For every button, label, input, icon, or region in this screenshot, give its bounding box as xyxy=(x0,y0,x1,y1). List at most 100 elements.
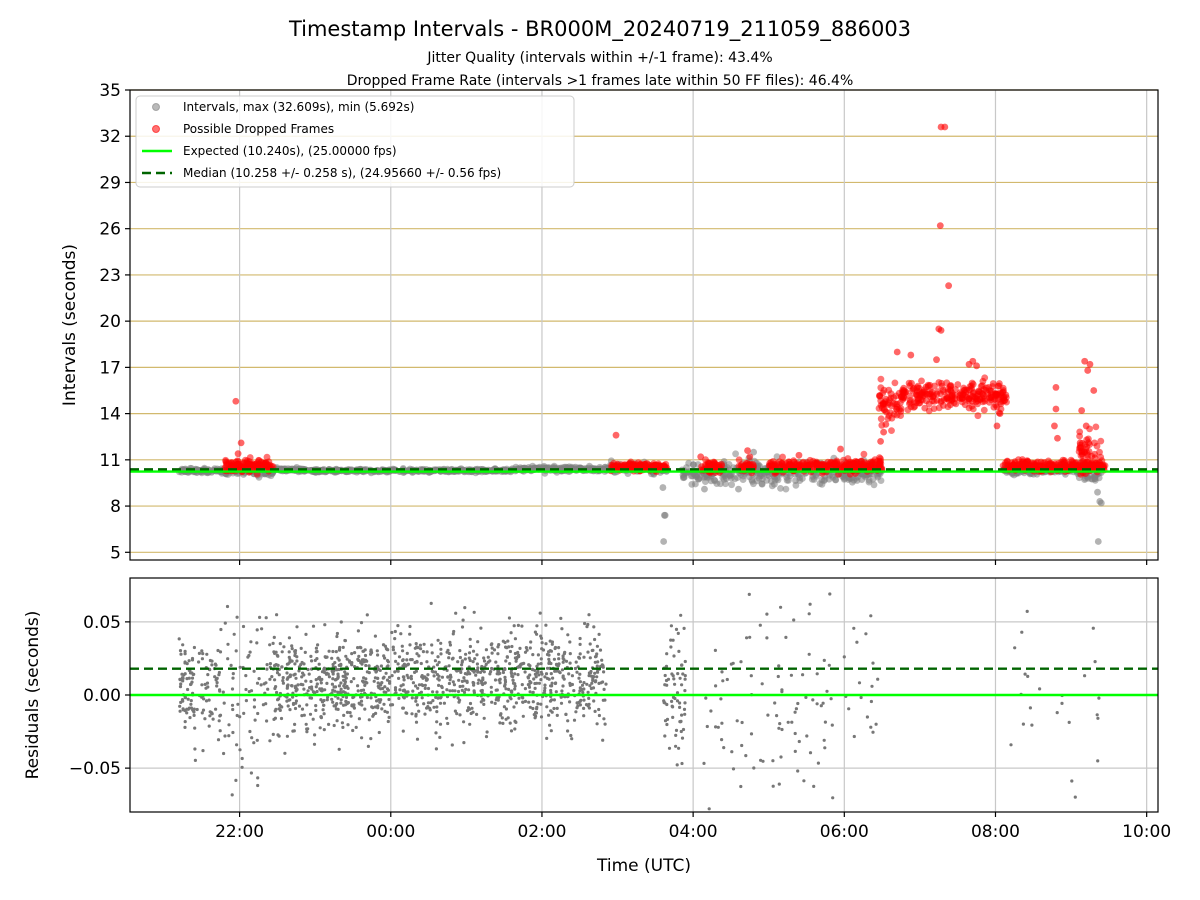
legend: Intervals, max (32.609s), min (5.692s) P… xyxy=(135,95,575,188)
residual-point xyxy=(428,708,432,712)
residual-point xyxy=(748,635,752,639)
residual-point xyxy=(578,689,582,693)
dropped-frame-point xyxy=(697,453,705,461)
residual-point xyxy=(264,681,268,685)
residual-point xyxy=(683,677,687,681)
residual-point xyxy=(550,684,554,688)
residual-point xyxy=(455,712,459,716)
residual-point xyxy=(268,643,272,647)
residual-point xyxy=(852,626,856,630)
dropped-frame-point xyxy=(698,463,705,471)
residual-point xyxy=(364,663,368,668)
residual-point xyxy=(745,636,749,640)
residual-point xyxy=(758,623,762,627)
residual-point xyxy=(548,639,552,643)
residual-point xyxy=(551,676,555,680)
residual-point xyxy=(830,723,834,727)
residual-point xyxy=(472,683,476,687)
residual-point xyxy=(387,715,391,720)
residual-point xyxy=(511,681,516,685)
residual-point xyxy=(537,681,542,685)
chart-subtitle-dropped: Dropped Frame Rate (intervals >1 frames … xyxy=(347,73,854,89)
residual-point xyxy=(255,681,260,685)
residual-point xyxy=(282,645,286,649)
residual-point xyxy=(317,662,321,666)
residual-point xyxy=(396,624,400,628)
residual-point xyxy=(353,651,357,655)
residual-point xyxy=(335,668,339,672)
residual-point xyxy=(456,689,461,694)
residual-point xyxy=(747,592,751,597)
residual-point xyxy=(794,707,799,711)
residual-point xyxy=(804,695,808,700)
residual-point xyxy=(322,670,327,675)
residual-point xyxy=(402,688,406,692)
residual-point xyxy=(480,690,484,695)
residual-point xyxy=(255,738,259,742)
residual-point xyxy=(529,640,533,644)
residual-point xyxy=(359,621,364,625)
residual-point xyxy=(494,698,498,702)
residual-point xyxy=(548,723,552,727)
residual-point xyxy=(460,679,464,684)
residual-point xyxy=(207,724,211,728)
residual-point xyxy=(349,680,353,684)
residual-point xyxy=(511,678,515,682)
residual-point xyxy=(398,688,402,692)
residual-point xyxy=(396,662,400,666)
residual-point xyxy=(578,642,582,647)
residual-point xyxy=(299,646,303,651)
residual-point xyxy=(864,632,868,636)
dropped-frame-point xyxy=(944,403,952,411)
residual-point xyxy=(435,690,439,694)
residual-point xyxy=(725,677,729,682)
residual-point xyxy=(210,659,214,663)
residual-point xyxy=(264,616,268,620)
residual-point xyxy=(303,650,307,655)
residual-point xyxy=(270,675,274,679)
dropped-frame-point xyxy=(913,388,921,395)
residual-point xyxy=(561,684,565,688)
residual-point xyxy=(807,652,811,656)
residual-point xyxy=(381,676,385,680)
residual-point xyxy=(323,623,327,627)
interval-point xyxy=(728,481,735,489)
residuals-y-axis-label: Residuals (seconds) xyxy=(23,611,43,780)
residual-point xyxy=(683,674,687,678)
residual-point xyxy=(293,662,297,666)
residual-point xyxy=(543,686,547,690)
residual-point xyxy=(588,642,592,646)
residual-point xyxy=(369,696,373,700)
interval-point xyxy=(558,464,565,472)
residual-point xyxy=(226,642,230,646)
legend-item-median: Median (10.258 +/- 0.258 s), (24.95660 +… xyxy=(142,166,501,180)
residual-point xyxy=(680,761,684,766)
dropped-frame-point xyxy=(897,412,904,419)
y-tick-label: 20 xyxy=(99,312,121,332)
residual-point xyxy=(249,640,253,644)
residual-point xyxy=(295,625,299,629)
residual-point xyxy=(386,688,390,692)
residual-point xyxy=(359,695,363,699)
residual-point xyxy=(292,673,296,677)
residual-point xyxy=(467,656,471,660)
residual-point xyxy=(552,657,557,661)
residual-point xyxy=(815,702,819,706)
legend-item-expected: Expected (10.240s), (25.00000 fps) xyxy=(142,144,397,158)
residual-point xyxy=(1030,723,1034,727)
residual-point xyxy=(573,666,578,671)
dropped-frame-point xyxy=(996,410,1004,418)
residual-point xyxy=(406,676,410,680)
residual-point xyxy=(680,736,685,740)
residual-point xyxy=(312,742,317,746)
residual-point xyxy=(543,689,547,693)
residual-point xyxy=(414,699,418,703)
residual-point xyxy=(183,720,187,724)
residual-point xyxy=(300,714,304,718)
residual-point xyxy=(276,663,280,668)
residual-point xyxy=(510,644,514,649)
residual-point xyxy=(416,686,420,690)
residual-points xyxy=(177,592,1101,811)
dropped-frame-point xyxy=(637,462,645,470)
residual-point xyxy=(376,681,380,685)
